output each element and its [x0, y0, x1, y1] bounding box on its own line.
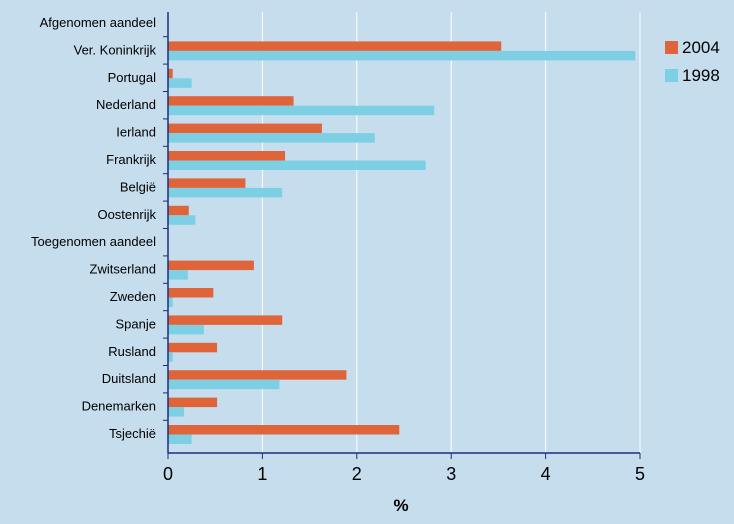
category-label: Ver. Koninkrijk [74, 42, 157, 57]
x-tick-label: 5 [635, 464, 645, 484]
x-tick-label: 0 [163, 464, 173, 484]
bar-1998 [168, 187, 283, 198]
category-label: Duitsland [102, 371, 156, 386]
legend-swatch-1998 [665, 69, 678, 82]
bar-1998 [168, 133, 375, 143]
category-label: Portugal [108, 70, 157, 85]
bar-2004 [168, 288, 214, 298]
bar-2004 [168, 68, 173, 79]
x-tick-label: 2 [352, 464, 362, 484]
legend-swatch-2004 [665, 41, 678, 54]
bar-2004 [168, 370, 347, 380]
category-label: België [120, 179, 156, 194]
bar-1998 [168, 324, 204, 335]
bar-2004 [168, 397, 218, 408]
category-label: Denemarken [82, 399, 156, 414]
x-tick-label: 4 [541, 464, 551, 484]
legend-label-2004: 2004 [682, 38, 720, 57]
category-label: Zweden [110, 289, 156, 304]
category-label: Oostenrijk [97, 207, 156, 222]
bar-2004 [168, 41, 502, 51]
bar-1998 [168, 407, 185, 417]
bar-2004 [168, 342, 218, 353]
bar-2004 [168, 315, 283, 325]
bar-1998 [168, 78, 192, 88]
category-label: Tsjechië [109, 426, 156, 441]
category-label: Ierland [116, 125, 156, 140]
x-tick-label: 1 [257, 464, 267, 484]
bar-1998 [168, 105, 435, 116]
bar-2004 [168, 178, 246, 188]
bar-1998 [168, 434, 192, 444]
bar-2004 [168, 123, 322, 134]
bar-2004 [168, 151, 286, 161]
bar-1998 [168, 297, 173, 307]
legend-label-1998: 1998 [682, 66, 720, 85]
category-label: Frankrijk [106, 152, 156, 167]
x-axis-title: % [393, 496, 408, 515]
category-label: Afgenomen aandeel [40, 15, 156, 30]
bar-1998 [168, 215, 196, 225]
bar-1998 [168, 379, 280, 390]
bar-1998 [168, 270, 188, 280]
bar-1998 [168, 50, 636, 61]
category-label: Toegenomen aandeel [31, 234, 156, 249]
category-label: Zwitserland [90, 262, 156, 277]
x-tick-label: 3 [446, 464, 456, 484]
category-label: Rusland [108, 344, 156, 359]
bar-1998 [168, 160, 426, 170]
bar-1998 [168, 352, 173, 362]
bar-2004 [168, 205, 189, 216]
category-label: Nederland [96, 97, 156, 112]
bar-2004 [168, 260, 254, 271]
bar-2004 [168, 96, 294, 106]
bar-2004 [168, 425, 400, 435]
category-label: Spanje [116, 316, 156, 331]
